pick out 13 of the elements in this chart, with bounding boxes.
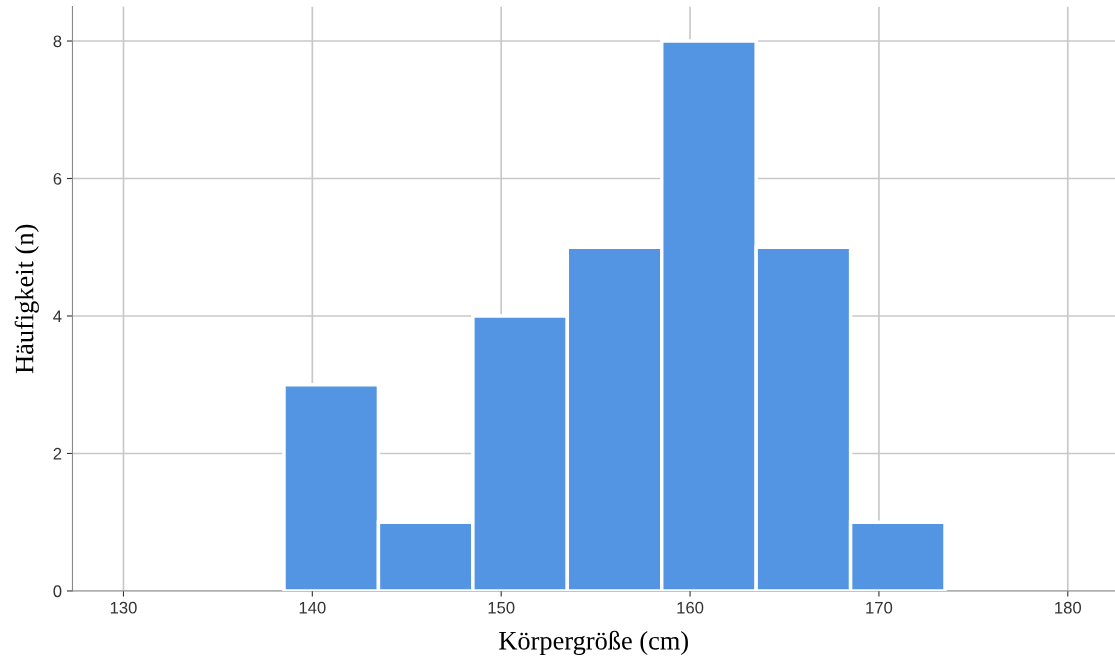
x-tick-label: 130: [110, 601, 137, 614]
x-tick-label: 150: [488, 601, 515, 614]
y-tick-label: 0: [53, 585, 62, 598]
x-tick-label: 180: [1055, 601, 1082, 614]
y-tick-label: 4: [53, 310, 62, 323]
x-tick-label: 140: [299, 601, 326, 614]
x-tick-label: 170: [866, 601, 893, 614]
y-axis-title: Häufigkeit (n): [14, 224, 39, 374]
y-tick-label: 8: [53, 35, 62, 48]
y-tick-label: 6: [53, 172, 62, 185]
x-tick-label: 160: [677, 601, 704, 614]
x-axis-title: Körpergröße (cm): [499, 630, 688, 656]
y-tick-label: 2: [53, 447, 62, 460]
